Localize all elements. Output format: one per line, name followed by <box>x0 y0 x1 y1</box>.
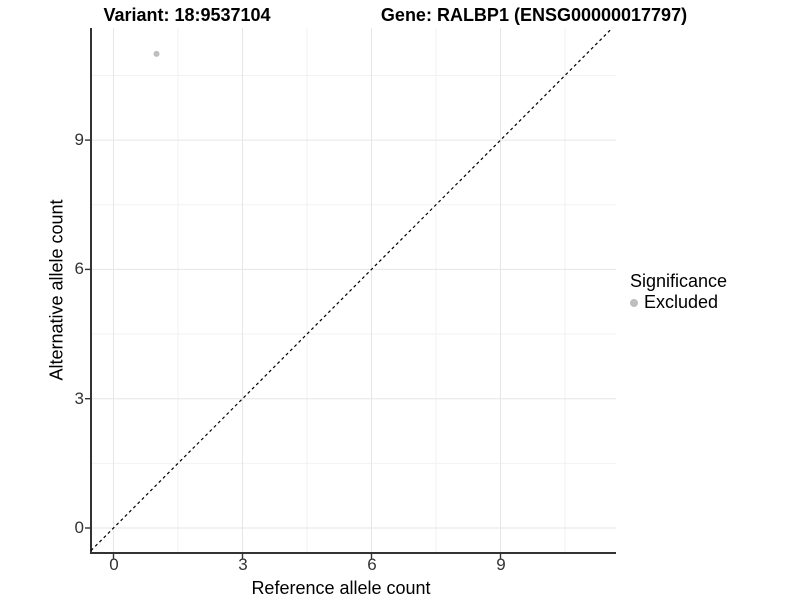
legend-item-label: Excluded <box>644 292 719 312</box>
x-tick-label-9: 9 <box>496 555 506 574</box>
y-tick-label-0: 0 <box>74 518 84 537</box>
legend-title: Significance <box>630 271 728 291</box>
gene-title: Gene: RALBP1 (ENSG00000017797) <box>380 5 688 25</box>
y-tick-label-6: 6 <box>74 259 84 278</box>
identity-line <box>90 27 613 551</box>
y-tick-label-3: 3 <box>74 389 84 408</box>
x-tick-label-0: 0 <box>109 555 119 574</box>
x-tick-label-3: 3 <box>238 555 248 574</box>
y-tick-label-9: 9 <box>74 130 84 149</box>
legend: Significance Excluded <box>630 271 727 313</box>
y-axis-title: Alternative allele count <box>46 199 67 381</box>
excluded-point-icon <box>630 298 638 307</box>
data-point <box>153 50 160 57</box>
x-axis-title: Reference allele count <box>251 578 431 598</box>
legend-item-excluded: Excluded <box>630 292 727 313</box>
x-tick-label-6: 6 <box>367 555 377 574</box>
variant-title: Variant: 18:9537104 <box>103 5 271 25</box>
